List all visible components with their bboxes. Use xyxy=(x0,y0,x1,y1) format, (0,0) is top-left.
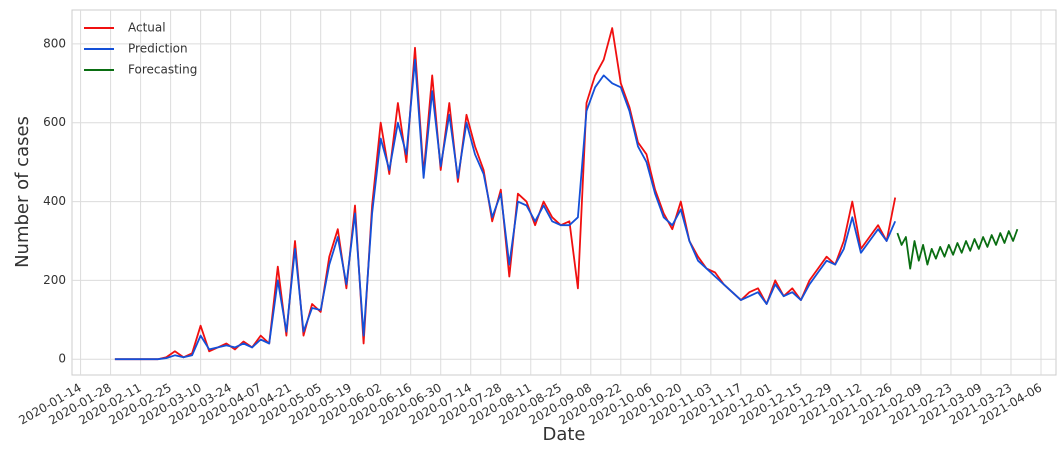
y-axis-label: Number of cases xyxy=(12,116,33,268)
series-line xyxy=(114,58,897,361)
legend-label: Prediction xyxy=(128,42,188,56)
grid xyxy=(72,10,1056,375)
y-tick-label: 400 xyxy=(43,194,66,208)
y-tick-label: 0 xyxy=(58,352,66,366)
y-tick-label: 800 xyxy=(43,36,66,50)
series-line xyxy=(896,228,1019,270)
x-axis-label: Date xyxy=(542,424,585,445)
y-tick-label: 200 xyxy=(43,273,66,287)
plot-frame xyxy=(71,9,1057,376)
legend-label: Actual xyxy=(128,21,166,35)
y-tick-label: 600 xyxy=(43,115,66,129)
legend-label: Forecasting xyxy=(128,63,197,77)
